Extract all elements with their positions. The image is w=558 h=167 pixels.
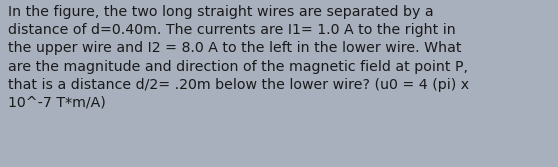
Text: In the figure, the two long straight wires are separated by a
distance of d=0.40: In the figure, the two long straight wir… [8,5,469,110]
